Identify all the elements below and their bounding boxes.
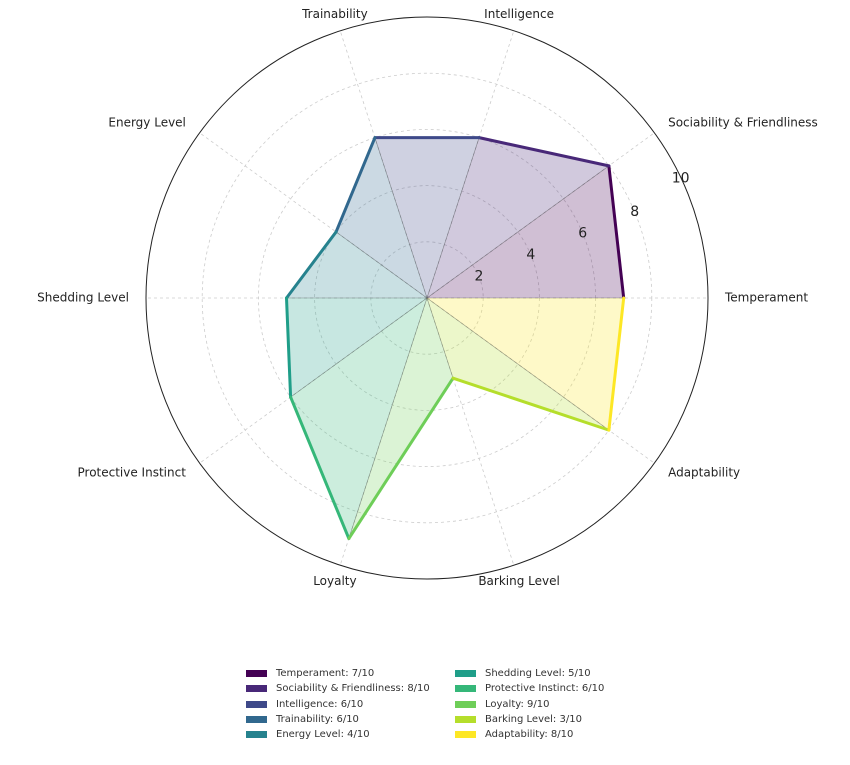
axis-label-protective-instinct: Protective Instinct [78,466,187,480]
tick-layer: 2 4 6 8 10 [474,170,689,284]
legend-swatch [455,685,476,693]
legend-swatch [246,716,267,724]
legend-label: Adaptability: 8/10 [485,729,574,741]
radar-edge [451,376,611,432]
legend-item: Temperament: 7/10 [246,666,455,681]
radar-edge [607,164,626,300]
radar-edge [289,395,351,541]
legend-swatch [455,731,476,739]
legend-item: Shedding Level: 5/10 [455,666,655,681]
legend-item: Barking Level: 3/10 [455,712,655,727]
grid-spoke [426,132,655,299]
grid-spoke [339,297,428,566]
legend-swatch [246,685,267,693]
legend-item: Adaptability: 8/10 [455,727,655,742]
axis-label-trainability: Trainability [301,7,368,21]
grid-spoke [339,30,428,299]
legend-swatch [246,670,267,678]
legend-item: Intelligence: 6/10 [246,697,455,712]
legend-label: Sociability & Friendliness: 8/10 [276,683,430,695]
legend-label: Barking Level: 3/10 [485,714,582,726]
radial-tick-label: 8 [630,204,639,220]
radial-tick-label: 10 [672,170,690,186]
radial-tick-label: 4 [526,247,535,263]
legend-swatch [455,716,476,724]
label-layer: Temperament Sociability & Friendliness Int… [37,7,818,588]
axis-label-energy-level: Energy Level [108,115,186,129]
radar-chart: 2 4 6 8 10 Temperament Sociability & Friendli… [37,7,818,588]
radial-tick-label: 2 [474,268,483,284]
axis-label-temperament: Temperament [724,291,808,305]
outline-layer [285,136,626,541]
grid-spoke [426,297,655,464]
axis-label-barking-level: Barking Level [478,574,560,588]
radar-edge [285,296,293,399]
legend-swatch [246,731,267,739]
legend-swatch [246,700,267,708]
radar-edge [477,136,611,168]
legend-item: Sociability & Friendliness: 8/10 [246,681,455,696]
grid-spoke [426,30,515,299]
radar-edge [607,296,626,432]
legend: Temperament: 7/10 Shedding Level: 5/10 Soc… [246,666,666,742]
legend-item: Energy Level: 4/10 [246,727,455,742]
grid-spoke [199,132,428,299]
outer-circle [145,16,709,580]
legend-label: Intelligence: 6/10 [276,698,364,710]
axis-label-adaptability: Adaptability [668,466,740,480]
legend-label: Loyalty: 9/10 [485,698,550,710]
legend-swatch [455,670,476,678]
axis-label-intelligence: Intelligence [484,7,554,21]
grid-layer [146,30,708,566]
grid-spoke [199,297,428,464]
axis-label-loyalty: Loyalty [313,574,356,588]
legend-label: Shedding Level: 5/10 [485,668,591,680]
axis-label-sociability-friendliness: Sociability & Friendliness [668,115,818,129]
legend-item: Protective Instinct: 6/10 [455,681,655,696]
legend-label: Energy Level: 4/10 [276,729,370,741]
legend-label: Trainability: 6/10 [276,714,359,726]
legend-item: Loyalty: 9/10 [455,697,655,712]
radar-edge [334,136,377,234]
radar-edge [347,376,455,541]
legend-label: Protective Instinct: 6/10 [485,683,605,695]
legend-label: Temperament: 7/10 [276,668,375,680]
legend-swatch [455,700,476,708]
radar-edge [285,230,338,300]
sector-layer [285,136,625,540]
grid-spoke [426,297,515,566]
axis-label-shedding-level: Shedding Level [37,291,129,305]
legend-item: Trainability: 6/10 [246,712,455,727]
grid-circle [314,185,540,411]
radial-tick-label: 6 [578,225,587,241]
